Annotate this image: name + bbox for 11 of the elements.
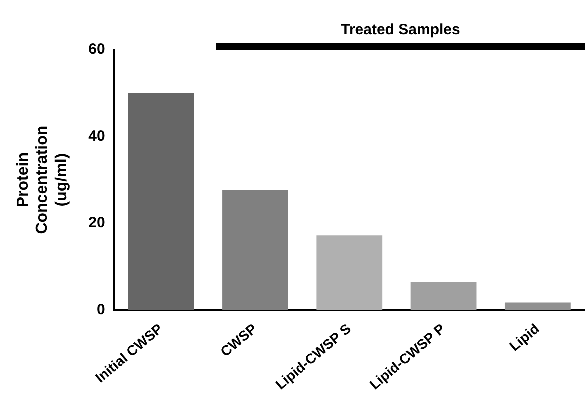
y-tick-label: 60 [88, 41, 106, 58]
bar [410, 282, 477, 310]
bar [504, 302, 571, 310]
bar [128, 93, 194, 310]
y-tick-label: 20 [88, 214, 106, 232]
bar [316, 236, 383, 310]
y-tick-label: 40 [88, 128, 106, 145]
y-tick-label: 0 [96, 301, 106, 318]
bar [222, 190, 288, 310]
text: Treated Samples [341, 22, 460, 39]
y-axis-title: Protein Concentration (ug/ml) [15, 126, 70, 234]
